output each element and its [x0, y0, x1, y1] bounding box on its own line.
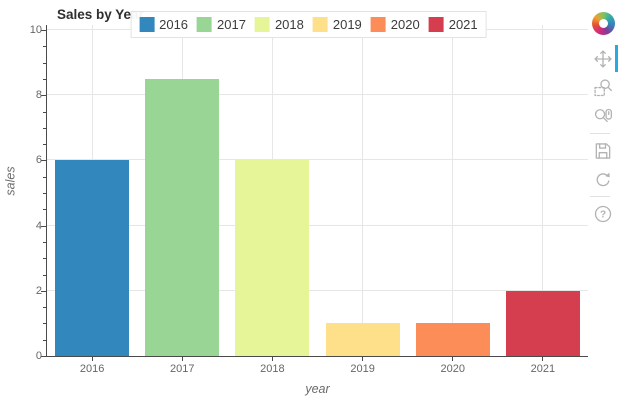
y-minor-tick [43, 78, 47, 80]
legend-label: 2017 [217, 17, 246, 32]
h-gridline [47, 159, 588, 161]
y-major-tick [41, 290, 47, 292]
legend-item-2016: 2016 [139, 17, 188, 32]
x-tick [542, 356, 543, 361]
legend-label: 2020 [390, 17, 420, 32]
toolbar-tools: ? [590, 44, 618, 228]
x-tick-label: 2021 [530, 363, 556, 375]
y-major-tick [41, 356, 47, 357]
v-gridline [542, 25, 543, 356]
x-tick [362, 356, 363, 361]
legend-item-2018: 2018 [254, 17, 304, 32]
x-tick [182, 356, 183, 361]
y-axis-label: sales [3, 166, 18, 196]
y-tick-label: 4 [35, 219, 42, 232]
y-major-tick [41, 30, 47, 31]
bar-2021 [505, 290, 580, 356]
legend-swatch-icon [197, 17, 213, 32]
legend-item-2021: 2021 [428, 17, 478, 32]
bar-2019 [325, 323, 400, 356]
y-minor-tick [43, 144, 47, 146]
x-tick [452, 356, 453, 361]
y-tick-label: 2 [35, 284, 42, 297]
save-button[interactable] [590, 136, 616, 165]
legend-label: 2021 [448, 17, 478, 32]
h-gridline [47, 224, 588, 226]
x-axis-label: year [305, 382, 330, 396]
y-minor-tick [43, 307, 47, 309]
y-minor-tick [43, 193, 47, 194]
y-minor-tick [43, 111, 47, 113]
y-minor-tick [43, 62, 47, 64]
bokeh-logo-icon[interactable] [591, 12, 615, 35]
x-tick-label: 2017 [170, 363, 195, 375]
y-minor-tick [43, 258, 47, 260]
reset-button[interactable] [590, 165, 616, 194]
bar-2017 [145, 78, 220, 356]
help-button[interactable]: ? [590, 199, 616, 228]
x-tick-label: 2020 [440, 363, 465, 375]
bar-2016 [55, 160, 130, 356]
wheel-zoom-icon [593, 107, 613, 127]
x-axis [46, 356, 588, 357]
svg-text:?: ? [600, 209, 606, 220]
toolbar-separator [590, 133, 610, 134]
x-tick-label: 2018 [260, 363, 285, 375]
v-gridline [452, 25, 453, 356]
x-tick-label: 2019 [350, 363, 375, 375]
legend-swatch-icon [370, 17, 386, 32]
wheel-zoom-button[interactable] [590, 102, 616, 131]
reset-icon [593, 170, 613, 190]
x-tick-label: 2016 [79, 363, 105, 375]
legend-swatch-icon [254, 17, 270, 32]
v-gridline [362, 25, 363, 356]
y-minor-tick [43, 274, 47, 276]
x-tick [92, 356, 93, 361]
legend-swatch-icon [428, 17, 444, 32]
y-minor-tick [43, 241, 47, 243]
y-tick-label: 8 [35, 89, 42, 102]
x-tick [272, 356, 273, 361]
y-tick-label: 0 [35, 350, 42, 362]
pan-icon [593, 49, 613, 69]
legend: 2016 2017 2018 2019 2020 2021 [130, 11, 487, 38]
chart-title: Sales by Year [57, 7, 144, 22]
legend-item-2017: 2017 [197, 17, 246, 32]
legend-item-2019: 2019 [312, 17, 362, 32]
legend-label: 2018 [274, 17, 304, 32]
y-minor-tick [43, 323, 47, 325]
y-minor-tick [43, 46, 47, 48]
legend-swatch-icon [139, 17, 155, 32]
toolbar-separator [590, 196, 610, 197]
plot-area[interactable] [47, 25, 588, 356]
y-axis [46, 25, 47, 357]
box-zoom-button[interactable] [590, 73, 616, 102]
box-zoom-icon [593, 78, 613, 98]
y-major-tick [41, 225, 47, 227]
y-major-tick [41, 160, 47, 162]
y-minor-tick [43, 339, 47, 341]
bar-2020 [415, 323, 490, 356]
y-minor-tick [43, 127, 47, 129]
y-tick-label: 6 [35, 154, 42, 167]
y-minor-tick [43, 176, 47, 178]
bokeh-toolbar: ? [588, 12, 618, 228]
help-icon: ? [593, 204, 613, 224]
y-minor-tick [43, 209, 47, 211]
legend-item-2020: 2020 [370, 17, 420, 32]
save-icon [593, 141, 613, 161]
h-gridline [47, 94, 588, 96]
y-major-tick [41, 95, 47, 97]
pan-button[interactable] [590, 44, 618, 73]
legend-label: 2019 [332, 17, 362, 32]
y-tick-label: 10 [29, 24, 42, 36]
bar-2018 [235, 160, 310, 356]
h-gridline [47, 289, 588, 291]
legend-label: 2016 [159, 17, 189, 32]
active-tool-indicator [615, 45, 618, 72]
legend-swatch-icon [312, 17, 328, 32]
